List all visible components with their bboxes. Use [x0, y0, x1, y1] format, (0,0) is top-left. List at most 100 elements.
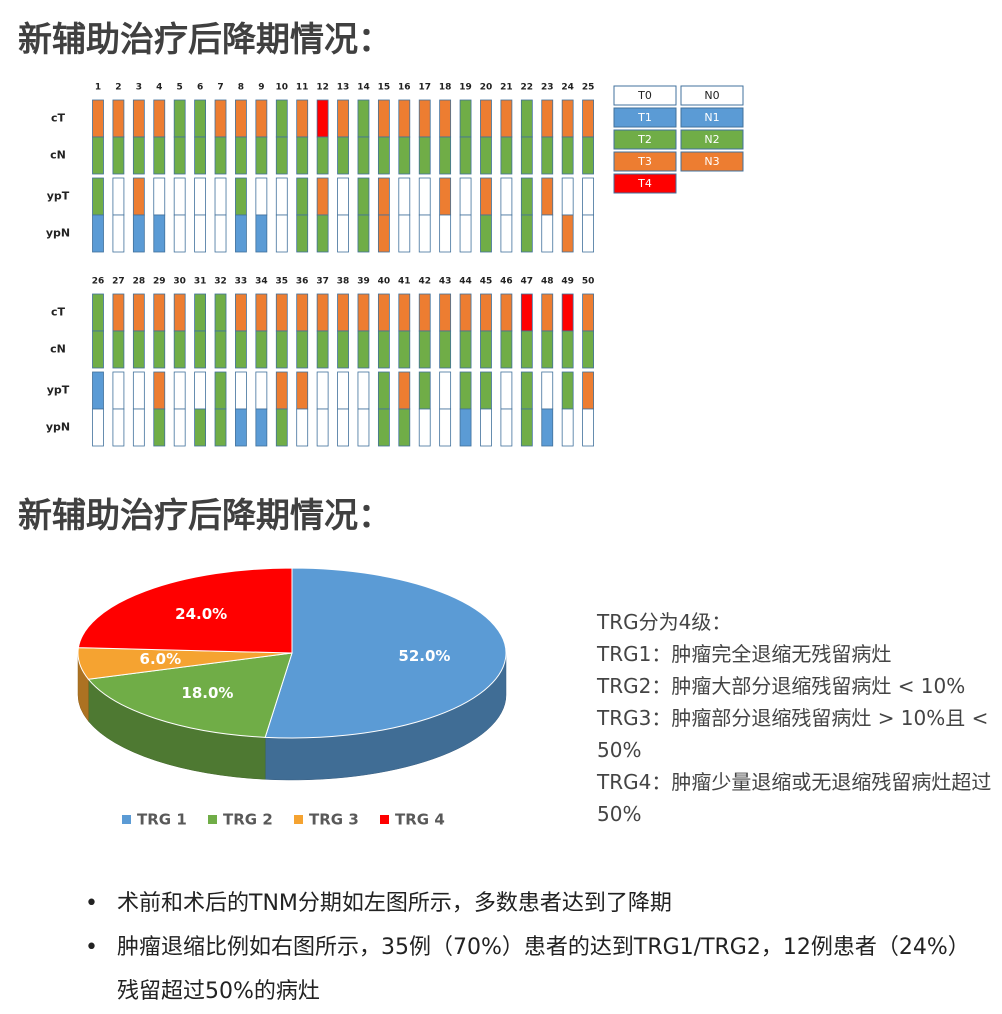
stage-cell — [398, 136, 411, 175]
stage-cell — [541, 408, 554, 447]
stage-cell — [377, 214, 390, 253]
stage-cell — [418, 136, 431, 175]
stage-cell — [275, 136, 288, 175]
bullet-item: 术前和术后的TNM分期如左图所示，多数患者达到了降期 — [85, 882, 965, 926]
stage-cell — [132, 136, 145, 175]
row-label: ypT — [47, 384, 70, 397]
stage-cell — [480, 408, 492, 447]
stage-cell — [480, 330, 492, 369]
stage-cell — [153, 293, 166, 332]
stage-cell — [316, 293, 329, 332]
legend-label: N0 — [704, 89, 719, 102]
stage-cell — [132, 99, 145, 138]
stage-cell — [561, 293, 574, 332]
legend-swatch — [613, 151, 677, 172]
stage-cell — [316, 177, 329, 216]
stage-cell — [480, 214, 492, 253]
stage-cell — [316, 371, 329, 410]
title: 新辅助治疗后降期情况： — [18, 20, 392, 60]
stage-cell — [561, 136, 574, 175]
patient-number: 42 — [418, 277, 431, 287]
stage-cell — [153, 136, 166, 175]
stage-cell — [357, 371, 370, 410]
stage-cell — [214, 214, 227, 253]
stage-cell — [459, 371, 472, 410]
stage-cell — [296, 293, 309, 332]
patient-number: 43 — [439, 277, 452, 287]
patient-number: 45 — [480, 277, 493, 287]
pie-value-label: 6.0% — [140, 650, 182, 668]
stage-cell — [153, 330, 166, 369]
stage-cell — [541, 293, 554, 332]
stage-cell — [255, 136, 268, 175]
stage-cell — [316, 330, 329, 369]
stage-cell — [337, 330, 349, 369]
stage-cell — [235, 408, 247, 447]
stage-cell — [357, 293, 370, 332]
stage-cell — [459, 293, 472, 332]
trg-notes: TRG分为4级： TRG1：肿瘤完全退缩无残留病灶 TRG2：肿瘤大部分退缩残留病灶… — [597, 606, 997, 830]
stage-cell — [500, 99, 513, 138]
stage-cell — [418, 99, 431, 138]
stage-cell — [132, 371, 145, 410]
stage-cell — [377, 408, 390, 447]
patient-number: 18 — [439, 83, 452, 93]
stage-cell — [377, 293, 390, 332]
stage-cell — [398, 408, 411, 447]
legend-label: T4 — [637, 177, 652, 190]
stage-cell — [92, 99, 104, 138]
stage-cell — [398, 330, 411, 369]
stage-cell — [357, 99, 370, 138]
stage-cell — [439, 293, 452, 332]
stage-cell — [214, 293, 227, 332]
trg-note: TRG分为4级： — [597, 610, 732, 634]
stage-cell — [92, 408, 104, 447]
pie-value-label: 24.0% — [175, 605, 227, 623]
stage-cell — [194, 136, 207, 175]
bullet-item: 肿瘤退缩比例如右图所示，35例（70%）患者的达到TRG1/TRG2，12例患者… — [85, 926, 965, 1014]
patient-number: 7 — [217, 83, 223, 93]
stage-cell — [357, 214, 370, 253]
stage-cell — [132, 293, 145, 332]
stage-cell — [398, 371, 411, 410]
stage-cell — [561, 408, 574, 447]
stage-cell — [92, 293, 104, 332]
row-label: ypN — [46, 421, 70, 434]
stage-cell — [92, 177, 104, 216]
patient-number: 34 — [255, 277, 268, 287]
stage-cell — [92, 136, 104, 175]
row-label: cT — [51, 112, 66, 125]
bullets: 术前和术后的TNM分期如左图所示，多数患者达到了降期肿瘤退缩比例如右图所示，35… — [85, 882, 965, 1014]
patient-number: 11 — [296, 83, 309, 93]
stage-cell — [235, 214, 247, 253]
stage-cell — [480, 293, 492, 332]
patient-number: 49 — [561, 277, 574, 287]
legend-swatch — [294, 815, 303, 824]
pie-slice — [87, 652, 293, 738]
stage-cell — [500, 330, 513, 369]
stage-cell — [582, 99, 594, 138]
pie-slice — [77, 567, 293, 654]
patient-number: 6 — [197, 83, 203, 93]
stage-cell — [500, 214, 513, 253]
patient-number: 30 — [173, 277, 186, 287]
stage-cell — [561, 330, 574, 369]
stage-cell — [582, 214, 594, 253]
patient-number: 14 — [357, 83, 370, 93]
legend-label: T3 — [637, 155, 652, 168]
stage-cell — [398, 293, 411, 332]
stage-cell — [520, 99, 533, 138]
legend-swatch — [680, 107, 744, 128]
patient-number: 2 — [115, 83, 121, 93]
stage-cell — [112, 136, 125, 175]
patient-number: 15 — [378, 83, 391, 93]
stage-cell — [194, 330, 207, 369]
stage-cell — [337, 99, 349, 138]
stage-cell — [275, 408, 288, 447]
pie-value-label: 52.0% — [398, 647, 450, 665]
patient-number: 23 — [541, 83, 554, 93]
patient-number: 39 — [357, 277, 370, 287]
stage-cell — [541, 371, 554, 410]
